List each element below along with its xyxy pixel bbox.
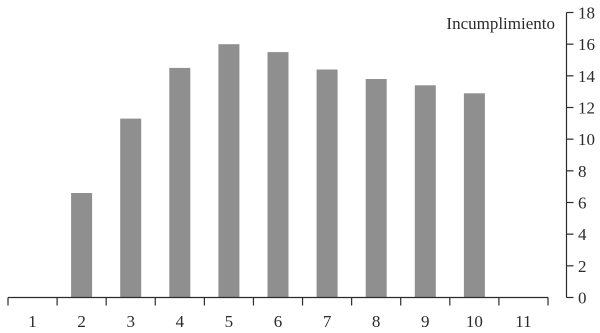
x-tick-label-11: 11 bbox=[515, 312, 531, 331]
y-tick-label-18: 18 bbox=[578, 4, 595, 23]
bar-9 bbox=[414, 85, 436, 298]
x-tick-label-5: 5 bbox=[225, 312, 234, 331]
y-tick-label-14: 14 bbox=[578, 67, 596, 86]
bars-group bbox=[71, 44, 485, 298]
bar-5 bbox=[218, 44, 240, 298]
x-tick-label-3: 3 bbox=[126, 312, 135, 331]
bar-8 bbox=[365, 79, 387, 298]
bar-3 bbox=[120, 118, 142, 298]
x-tick-label-2: 2 bbox=[77, 312, 86, 331]
y-tick-label-0: 0 bbox=[578, 289, 587, 308]
y-axis: 0 2 4 6 8 10 12 14 16 18 bbox=[565, 4, 596, 308]
y-tick-label-12: 12 bbox=[578, 99, 595, 118]
y-tick-label-8: 8 bbox=[578, 162, 587, 181]
y-tick-label-6: 6 bbox=[578, 194, 587, 213]
x-tick-label-4: 4 bbox=[176, 312, 185, 331]
bar-2 bbox=[71, 193, 93, 298]
bar-7 bbox=[316, 69, 338, 298]
bar-4 bbox=[169, 67, 191, 298]
x-tick-label-9: 9 bbox=[421, 312, 430, 331]
x-tick-label-8: 8 bbox=[372, 312, 381, 331]
x-axis: 1 2 3 4 5 6 7 8 9 10 11 bbox=[7, 296, 549, 331]
x-tick-label-10: 10 bbox=[466, 312, 483, 331]
x-tick-label-7: 7 bbox=[323, 312, 332, 331]
y-tick-label-16: 16 bbox=[578, 35, 595, 54]
bar-6 bbox=[267, 52, 289, 298]
y-tick-label-10: 10 bbox=[578, 130, 595, 149]
y-tick-label-2: 2 bbox=[578, 257, 587, 276]
x-tick-label-1: 1 bbox=[28, 312, 37, 331]
y-tick-label-4: 4 bbox=[578, 225, 587, 244]
y-axis-label: Incumplimiento bbox=[446, 14, 555, 33]
bar-10 bbox=[463, 93, 485, 298]
x-tick-label-6: 6 bbox=[274, 312, 283, 331]
